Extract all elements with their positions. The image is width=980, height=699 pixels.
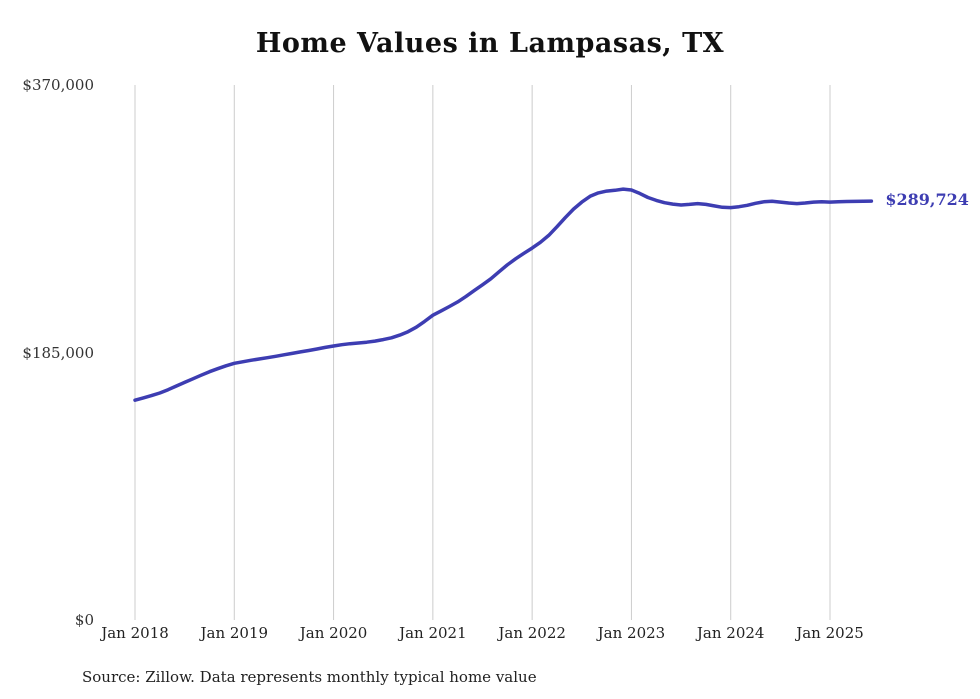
source-note: Source: Zillow. Data represents monthly … (82, 668, 537, 686)
x-tick-label: Jan 2018 (101, 624, 169, 642)
y-tick-label: $185,000 (22, 343, 94, 362)
x-tick-label: Jan 2021 (399, 624, 467, 642)
x-tick-label: Jan 2024 (696, 624, 765, 642)
x-tick-label: Jan 2020 (299, 624, 368, 642)
y-tick-label: $370,000 (22, 76, 94, 94)
x-tick-label: Jan 2023 (597, 624, 666, 642)
x-tick-label: Jan 2022 (498, 624, 566, 642)
x-tick-label: Jan 2019 (200, 624, 269, 642)
value-line (133, 187, 874, 402)
gridlines (134, 85, 831, 620)
current-value-label: $289,724 (885, 190, 969, 210)
chart-title: Home Values in Lampasas, TX (255, 28, 725, 59)
x-tick-label: Jan 2025 (796, 624, 864, 642)
y-tick-label: $0 (74, 611, 94, 629)
